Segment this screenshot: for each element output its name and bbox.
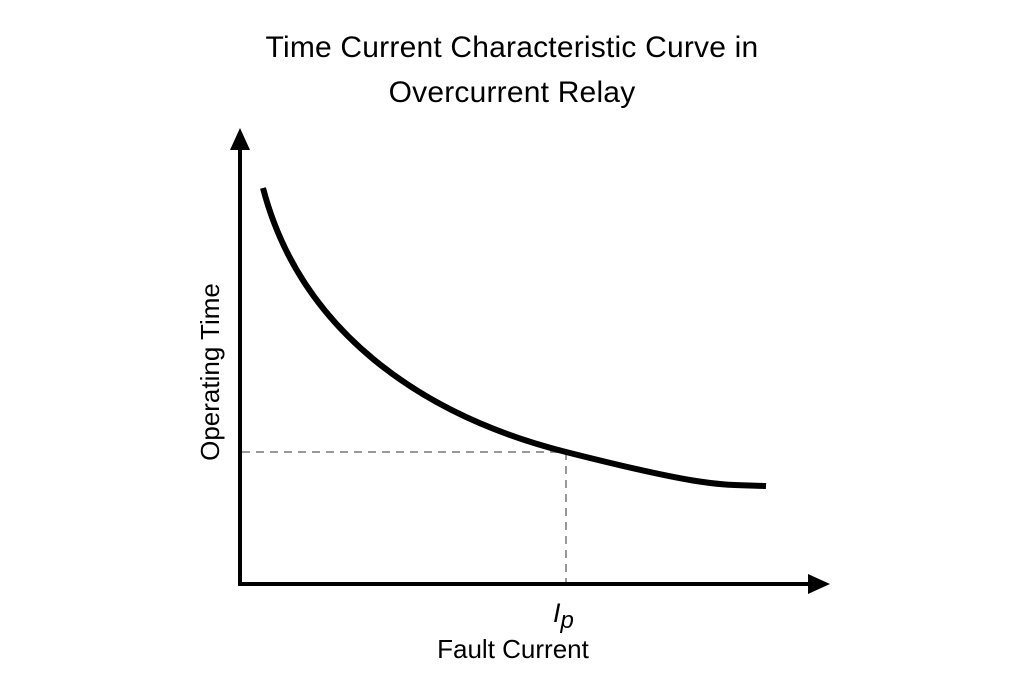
ip-marker-main: I bbox=[553, 598, 561, 628]
x-axis-arrowhead bbox=[808, 574, 830, 594]
y-axis-arrowhead bbox=[230, 128, 250, 150]
diagram-title-line2: Overcurrent Relay bbox=[388, 76, 636, 109]
x-axis-label: Fault Current bbox=[437, 634, 589, 664]
time-current-curve bbox=[260, 187, 767, 489]
ip-marker-label: Ip bbox=[553, 598, 574, 634]
diagram-title-line1: Time Current Characteristic Curve in bbox=[265, 31, 759, 64]
y-axis-label: Operating Time bbox=[195, 283, 225, 461]
ip-marker-subscript: p bbox=[560, 607, 574, 634]
